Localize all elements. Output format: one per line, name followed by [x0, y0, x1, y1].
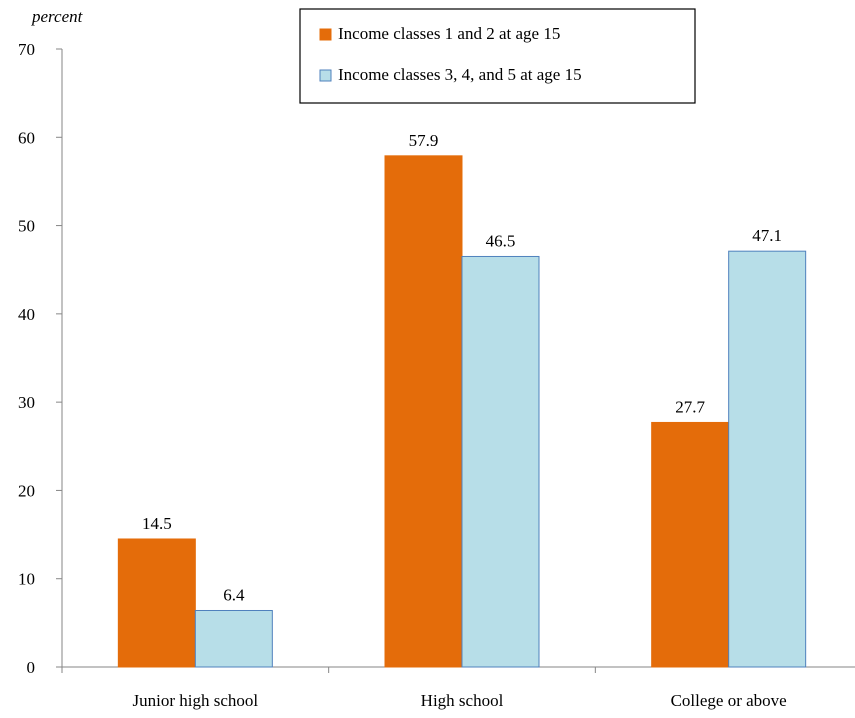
y-tick-label: 20 — [18, 481, 35, 500]
y-tick-label: 70 — [18, 40, 35, 59]
y-tick-label: 50 — [18, 217, 35, 236]
y-tick-label: 30 — [18, 393, 35, 412]
data-label: 57.9 — [409, 131, 439, 150]
bar-series-2 — [194, 609, 273, 668]
x-tick-label: High school — [421, 691, 504, 710]
data-label: 14.5 — [142, 514, 172, 533]
bar-series-1 — [651, 421, 730, 668]
bar-series-1 — [384, 155, 463, 668]
data-label: 46.5 — [486, 231, 516, 250]
data-label: 6.4 — [223, 585, 245, 604]
legend-swatch — [319, 69, 332, 82]
data-label: 47.1 — [752, 226, 782, 245]
legend-swatch — [319, 28, 332, 41]
y-tick-label: 40 — [18, 305, 35, 324]
y-axis-label: percent — [31, 7, 84, 26]
x-tick-label: Junior high school — [133, 691, 259, 710]
y-tick-label: 10 — [18, 570, 35, 589]
y-tick-label: 0 — [27, 658, 36, 677]
legend: Income classes 1 and 2 at age 15 Income c… — [299, 8, 696, 104]
bar-series-1 — [117, 538, 196, 668]
legend-box — [299, 8, 696, 104]
bar-series-2 — [461, 255, 540, 668]
y-axis: 0 10 20 30 40 50 60 70 — [18, 40, 63, 677]
y-tick-label: 60 — [18, 128, 35, 147]
x-tick-label: College or above — [671, 691, 787, 710]
legend-label: Income classes 3, 4, and 5 at age 15 — [338, 65, 582, 84]
x-axis: Junior high school High school College or … — [61, 666, 855, 710]
bars: 14.5 57.9 27.7 6.4 46.5 47.1 — [117, 131, 807, 668]
legend-label: Income classes 1 and 2 at age 15 — [338, 24, 560, 43]
data-label: 27.7 — [675, 397, 705, 416]
bar-series-2 — [728, 250, 807, 668]
